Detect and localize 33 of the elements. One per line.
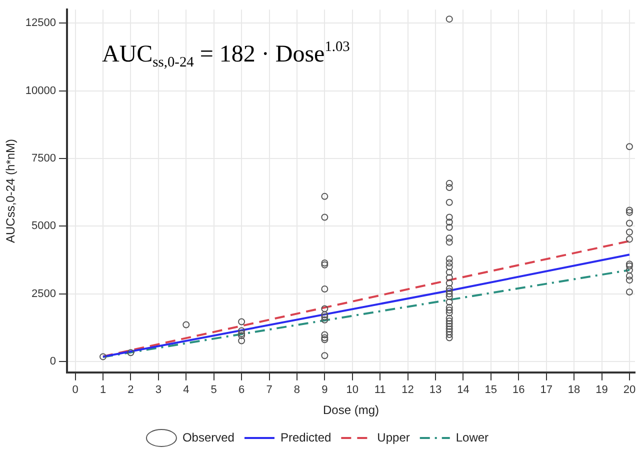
x-tick-label: 7 [266,384,272,396]
x-tick-label: 2 [128,384,134,396]
x-tick-label: 17 [540,384,552,396]
y-axis-title: AUCss,0-24 (h*nM) [4,138,18,244]
y-tick-label: 12500 [25,17,56,30]
x-tick-label: 6 [238,384,245,396]
x-tick-label: 12 [402,384,414,396]
x-tick-label: 16 [512,384,525,396]
x-tick-label: 15 [484,384,498,396]
x-tick-label: 0 [72,384,78,396]
y-tick-label: 0 [50,356,56,368]
y-tick-label: 5000 [32,220,56,232]
x-tick-label: 20 [623,384,636,396]
x-tick-label: 10 [346,384,359,396]
x-tick-label: 3 [155,384,162,396]
y-tick-label: 2500 [32,288,56,300]
x-tick-label: 5 [210,384,217,396]
x-tick-label: 19 [596,384,608,396]
y-tick-label: 10000 [25,84,56,97]
x-tick-label: 1 [100,384,106,396]
y-tick-label: 7500 [32,152,56,165]
legend-label: Lower [456,430,489,444]
legend-label: Upper [377,430,410,444]
x-tick-label: 14 [457,384,470,396]
legend-label: Observed [182,430,234,444]
x-tick-label: 8 [294,384,300,396]
x-tick-label: 4 [183,384,190,396]
x-tick-label: 9 [322,384,328,396]
x-axis-title: Dose (mg) [322,403,379,418]
legend-label: Predicted [280,430,332,444]
x-tick-label: 13 [429,384,442,396]
x-tick-label: 18 [568,384,580,396]
x-tick-label: 11 [374,384,386,396]
